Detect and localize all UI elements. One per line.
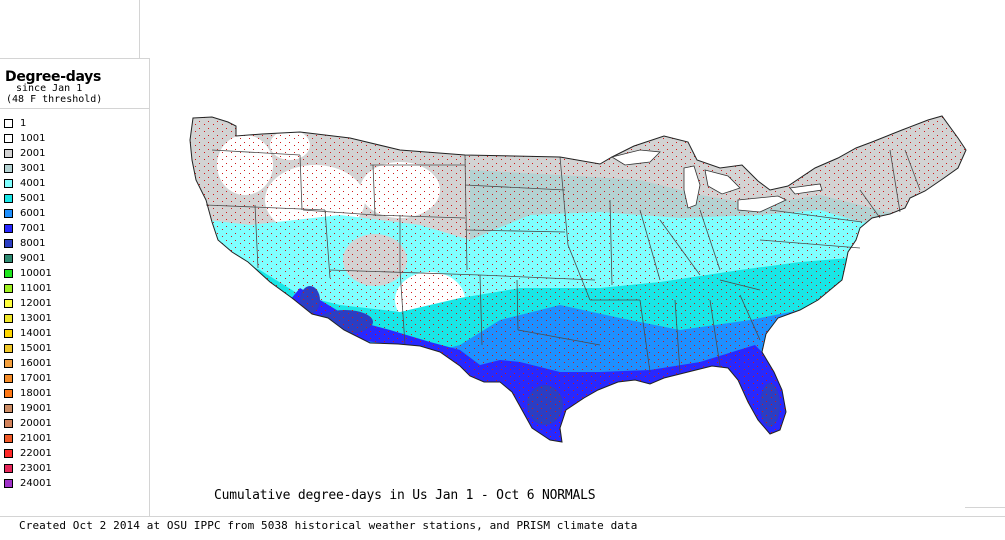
legend-swatch [4,164,13,173]
legend-label: 5001 [20,193,46,204]
legend-item: 1 [4,116,52,131]
legend-item: 7001 [4,221,52,236]
legend-swatch [4,224,13,233]
legend-label: 9001 [20,253,46,264]
legend-item: 11001 [4,281,52,296]
legend-item: 1001 [4,131,52,146]
legend-swatch [4,254,13,263]
legend-swatch [4,374,13,383]
legend-subtitle-since: since Jan 1 [16,83,83,94]
legend-item: 24001 [4,476,52,491]
legend-label: 10001 [20,268,52,279]
legend-item: 12001 [4,296,52,311]
legend-swatch [4,194,13,203]
legend-label: 1 [20,118,27,129]
legend-item: 21001 [4,431,52,446]
legend-item: 13001 [4,311,52,326]
legend-swatch [4,149,13,158]
legend-swatch [4,209,13,218]
map-credit: Created Oct 2 2014 at OSU IPPC from 5038… [19,519,638,532]
legend-label: 17001 [20,373,52,384]
legend-label: 23001 [20,463,52,474]
legend-label: 4001 [20,178,46,189]
legend-swatch [4,389,13,398]
frame-line-bottom [0,516,1005,517]
legend-item: 6001 [4,206,52,221]
legend-swatch [4,329,13,338]
legend-item: 15001 [4,341,52,356]
legend-swatch [4,314,13,323]
legend-label: 7001 [20,223,46,234]
legend-item: 14001 [4,326,52,341]
legend-separator [0,108,149,109]
legend-label: 22001 [20,448,52,459]
us-outline [189,115,967,443]
frame-line-bottom-right [965,507,1005,508]
legend-label: 8001 [20,238,46,249]
legend-swatch [4,239,13,248]
great-lakes [610,149,823,213]
legend-label: 6001 [20,208,46,219]
legend-label: 20001 [20,418,52,429]
legend-swatch [4,344,13,353]
legend-swatch [4,269,13,278]
legend-swatch [4,449,13,458]
legend-label: 3001 [20,163,46,174]
legend-label: 14001 [20,328,52,339]
legend-item: 16001 [4,356,52,371]
map-title: Cumulative degree-days in Us Jan 1 - Oct… [214,488,596,503]
legend-item: 5001 [4,191,52,206]
map-fill-layer [190,116,966,442]
legend-item: 10001 [4,266,52,281]
legend-title: Degree-days [5,69,102,85]
legend-panel: Degree-days since Jan 1 (48 F threshold)… [0,58,150,516]
legend-items: 1 1001 2001 3001 4001 5001 6001 7001 8001 9001 100… [4,116,52,491]
legend-item: 17001 [4,371,52,386]
legend-label: 11001 [20,283,52,294]
legend-swatch [4,134,13,143]
legend-label: 2001 [20,148,46,159]
legend-label: 15001 [20,343,52,354]
legend-item: 22001 [4,446,52,461]
legend-swatch [4,359,13,368]
legend-swatch [4,479,13,488]
legend-item: 18001 [4,386,52,401]
legend-item: 3001 [4,161,52,176]
legend-swatch [4,299,13,308]
frame-line-top-vertical [139,0,140,58]
legend-label: 12001 [20,298,52,309]
legend-swatch [4,419,13,428]
legend-swatch [4,434,13,443]
legend-item: 2001 [4,146,52,161]
legend-item: 9001 [4,251,52,266]
legend-swatch [4,119,13,128]
legend-label: 13001 [20,313,52,324]
state-boundaries [205,149,921,373]
legend-item: 20001 [4,416,52,431]
legend-swatch [4,284,13,293]
legend-label: 19001 [20,403,52,414]
legend-item: 8001 [4,236,52,251]
legend-label: 21001 [20,433,52,444]
legend-label: 24001 [20,478,52,489]
legend-subtitle-threshold: (48 F threshold) [6,94,103,105]
legend-item: 23001 [4,461,52,476]
legend-swatch [4,179,13,188]
legend-label: 16001 [20,358,52,369]
legend-item: 19001 [4,401,52,416]
legend-item: 4001 [4,176,52,191]
legend-swatch [4,404,13,413]
legend-label: 1001 [20,133,46,144]
legend-label: 18001 [20,388,52,399]
legend-swatch [4,464,13,473]
